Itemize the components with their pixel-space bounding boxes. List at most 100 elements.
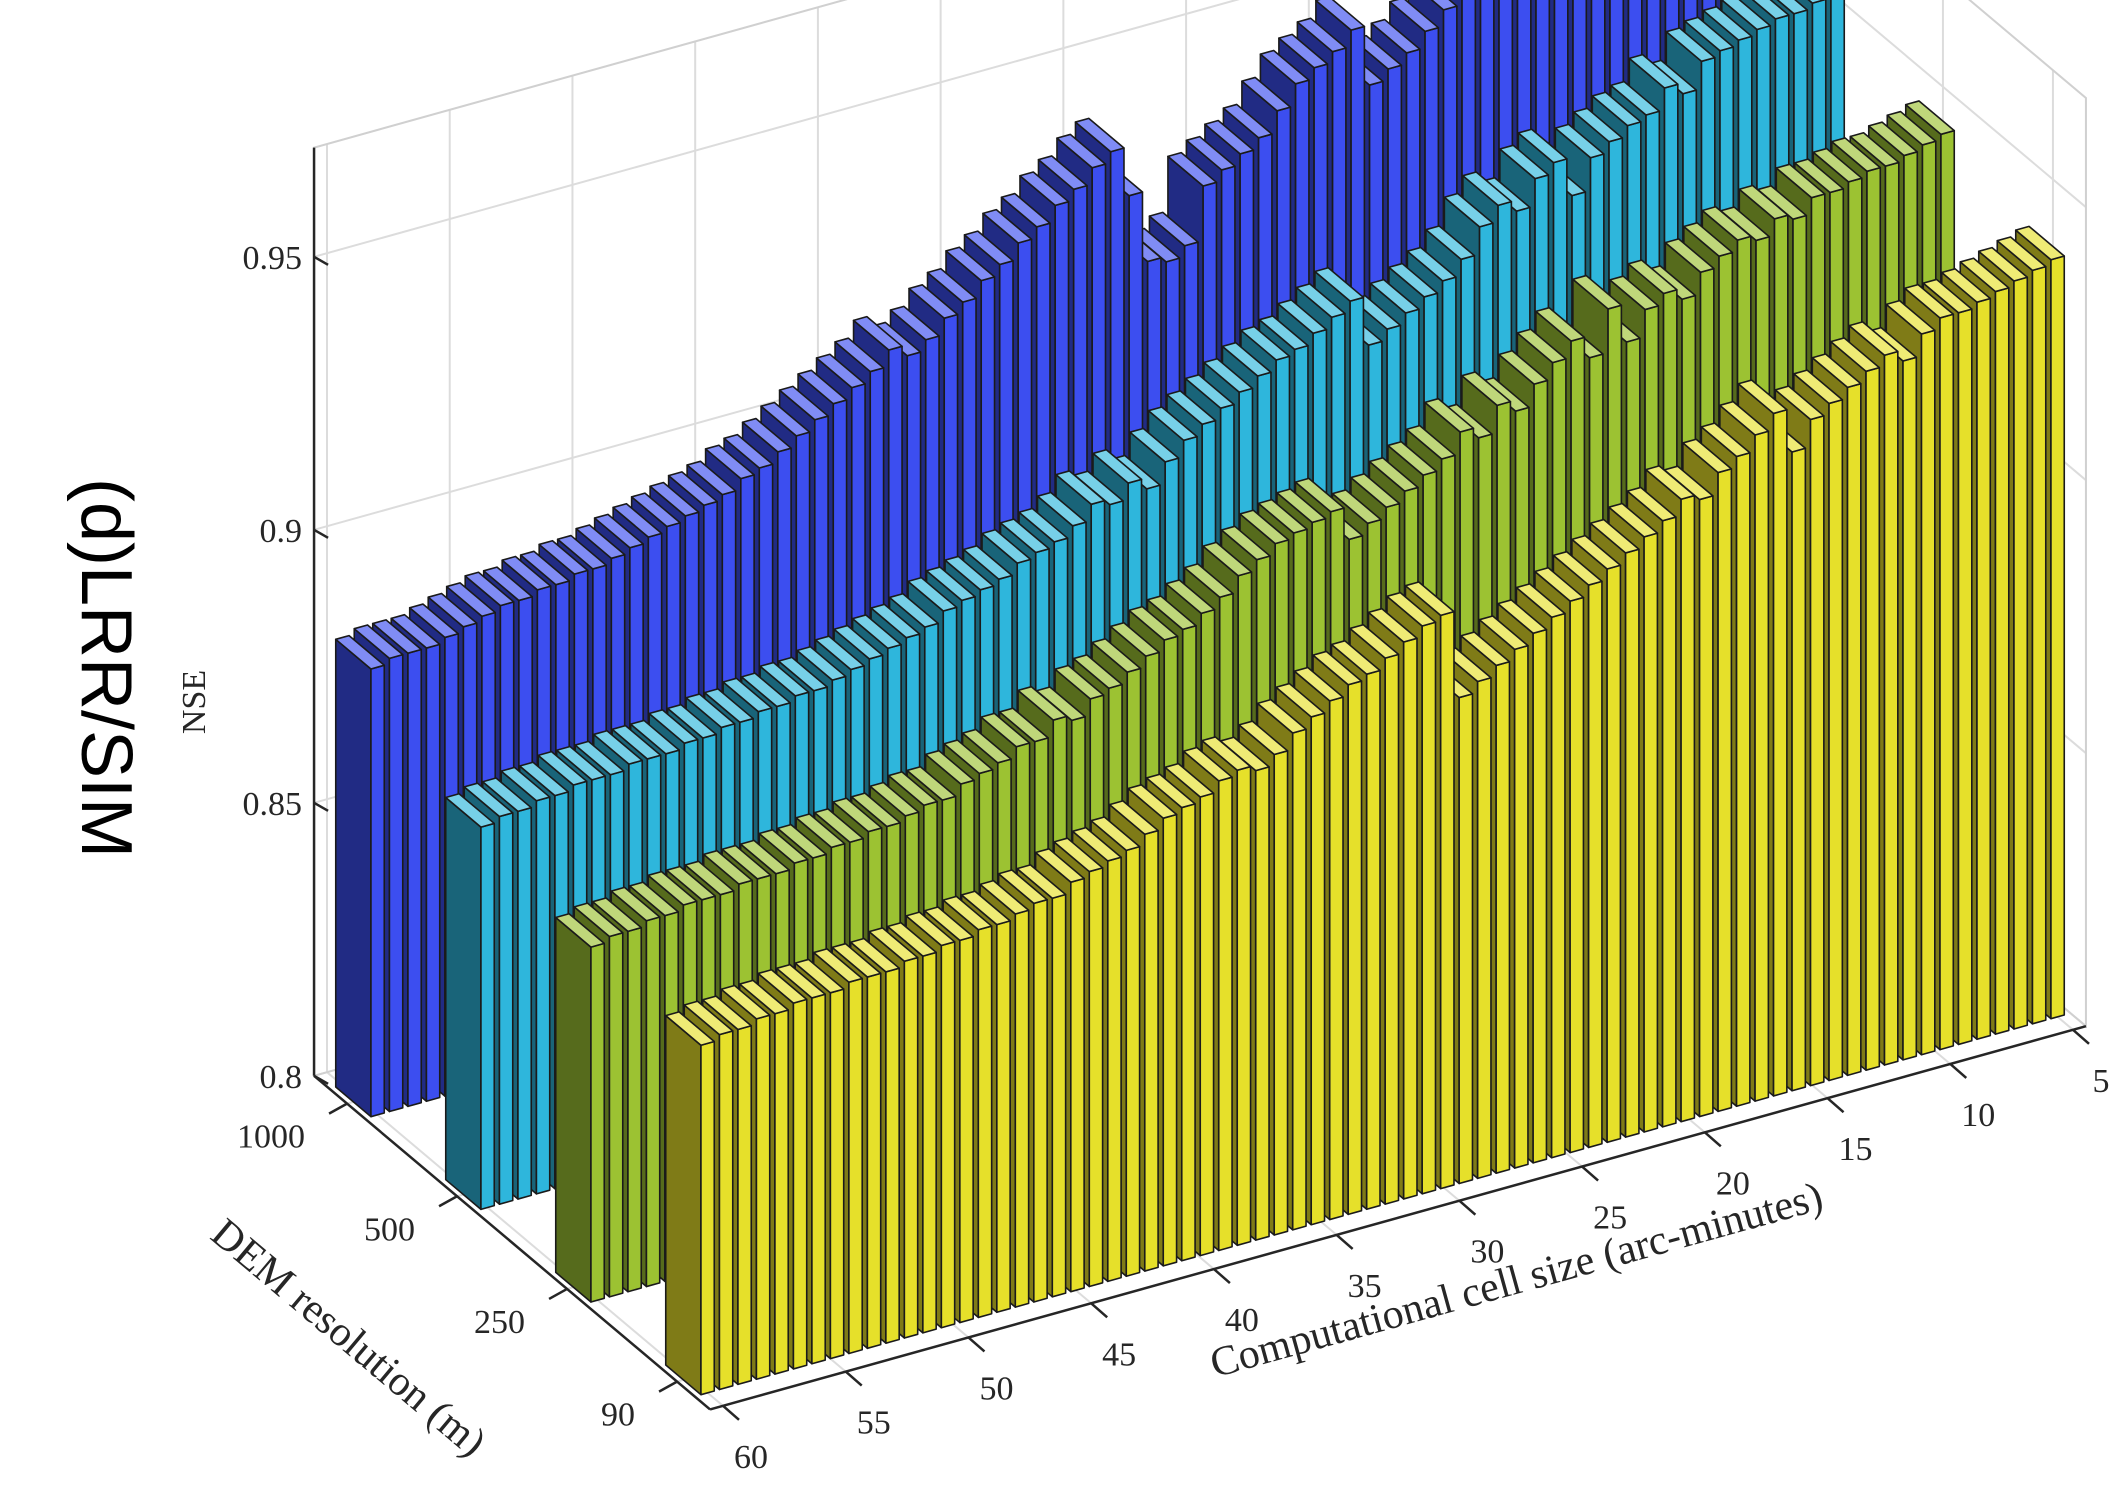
bar-top-face (1497, 599, 1548, 635)
bar-top-face (980, 712, 1031, 748)
bar-top-face (923, 906, 974, 942)
bar-top-face (1185, 135, 1236, 171)
bar-front-face (1661, 516, 1677, 1128)
bar-top-face (1830, 137, 1882, 173)
bar-top-face (1903, 283, 1955, 319)
y-tick-label: 1000 (237, 1119, 305, 1156)
bar-top-face (814, 635, 865, 671)
bar-top-face (1037, 155, 1088, 191)
bar-top-face (1516, 328, 1567, 364)
bar-top-face (1109, 621, 1160, 657)
bar-side-face (444, 796, 482, 1211)
bar-top-face (1167, 151, 1218, 187)
bar-top-face (869, 781, 920, 817)
bar-top-face (1517, 128, 1568, 164)
bar-front-face (517, 806, 533, 1200)
bar-front-face (1458, 693, 1474, 1185)
bar-top-face (1867, 121, 1919, 157)
x-axis-tick (2072, 1028, 2090, 1045)
z-axis-tick (313, 801, 329, 812)
bar-front-face (1865, 366, 1881, 1071)
bar-front-face (1957, 308, 1973, 1046)
bar-front-face (1698, 495, 1714, 1118)
bar-top-face (554, 912, 606, 948)
chart-axes (312, 147, 2090, 1421)
bar-top-face (1019, 171, 1070, 207)
bar-front-face (1735, 451, 1751, 1108)
bar-top-face (961, 728, 1012, 764)
bar-top-face (1775, 163, 1826, 199)
bar-front-face (1883, 350, 1899, 1066)
bar-top-face (1406, 246, 1457, 282)
bar-top-face (739, 839, 790, 875)
bar-top-face (519, 550, 570, 586)
y-tick-label: 500 (364, 1211, 415, 1248)
bar-top-face (1886, 110, 1937, 146)
z-axis-tick (313, 255, 329, 266)
bar-top-face (741, 417, 792, 453)
bar-top-face (868, 927, 919, 963)
bar-top-face (1090, 816, 1141, 852)
bar-top-face (1609, 275, 1660, 311)
bar-top-face (684, 860, 735, 896)
bar-top-face (1147, 406, 1198, 442)
bar-top-face (1145, 773, 1196, 809)
bar-front-face (1680, 494, 1696, 1123)
bar-front-face (370, 664, 386, 1118)
bar-top-face (1430, 0, 1458, 11)
bar-top-face (1571, 534, 1622, 570)
bar-top-face (1127, 784, 1178, 819)
bar-top-face (1977, 246, 2029, 282)
bar-top-face (1278, 33, 1329, 69)
bar-top-face (740, 672, 791, 708)
bar-top-face (1425, 225, 1476, 261)
bar-side-face (334, 638, 372, 1118)
bar-top-face (1222, 103, 1273, 139)
bar-top-face (1830, 337, 1881, 373)
x-axis-tick (1213, 1268, 1231, 1285)
x-axis-line (709, 1024, 2087, 1411)
bar-front-face (645, 916, 661, 1288)
bar-top-face (981, 528, 1032, 564)
bar-top-face (1996, 236, 2047, 272)
bar-top-face (683, 1000, 734, 1036)
x-axis-tick (844, 1370, 863, 1387)
bar-top-face (1182, 746, 1233, 782)
bar-top-face (574, 740, 625, 776)
bar-front-face (2031, 265, 2047, 1025)
bar-series-90 (664, 225, 2066, 1396)
bar-top-face (665, 865, 717, 901)
bar-front-face (996, 920, 1011, 1314)
y-axis-tick (328, 1102, 348, 1115)
bar-top-face (1148, 211, 1199, 247)
bar-top-face (1554, 123, 1605, 159)
bar-top-face (1294, 477, 1345, 513)
bar-top-face (1498, 349, 1549, 385)
bar-top-face (1239, 509, 1290, 545)
x-axis-tick (1335, 1233, 1354, 1250)
bar-top-face (906, 765, 957, 801)
bar-top-face (1257, 498, 1308, 534)
x-tick-label: 30 (1470, 1234, 1504, 1271)
bar-top-face (982, 208, 1033, 244)
bar-top-face (1552, 550, 1603, 586)
bar-top-face (1074, 117, 1125, 153)
bar-top-face (1202, 541, 1253, 577)
bar-front-face (755, 1014, 771, 1381)
bar-top-face (1462, 171, 1513, 207)
x-tick-label: 5 (2093, 1063, 2110, 1100)
bar-top-face (701, 995, 753, 1031)
bar-top-face (592, 729, 644, 765)
bar-top-face (833, 624, 884, 660)
x-tick-label: 50 (979, 1370, 1013, 1407)
bar-front-face (811, 993, 827, 1365)
x-axis-tick (967, 1336, 986, 1353)
bar-top-face (481, 777, 533, 813)
bar-top-face (1296, 17, 1347, 53)
bar-front-face (1162, 813, 1178, 1267)
bar-top-face (630, 492, 681, 528)
bar-front-face (1291, 728, 1307, 1231)
bar-top-face (702, 849, 754, 885)
bar-top-face (1240, 325, 1291, 361)
bar-front-face (1587, 580, 1603, 1149)
